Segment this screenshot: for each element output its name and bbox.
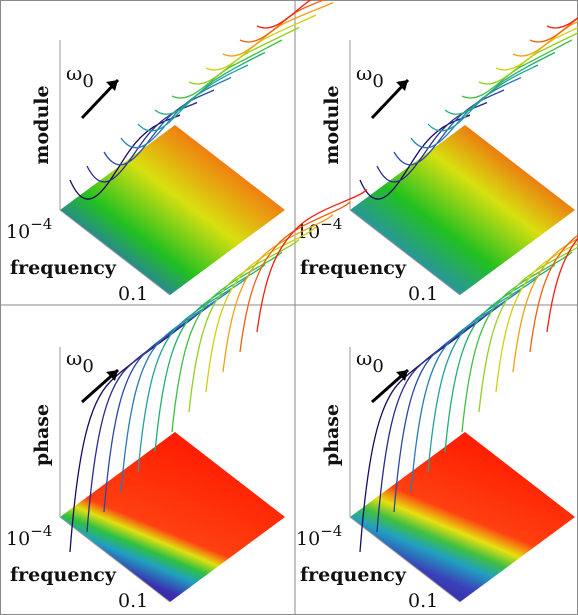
x-axis-label: frequency bbox=[300, 564, 407, 586]
tick-label-high: 0.1 bbox=[408, 590, 438, 612]
response-curve bbox=[205, 14, 317, 71]
x-axis-label: frequency bbox=[300, 257, 407, 279]
frequency-axis-line bbox=[349, 516, 461, 603]
y-axis-label: phase bbox=[321, 404, 343, 466]
surface-plot bbox=[60, 432, 285, 602]
response-curve bbox=[512, 20, 578, 57]
response-curve bbox=[171, 39, 283, 99]
frequency-axis-line bbox=[59, 516, 171, 603]
response-curve bbox=[512, 237, 578, 373]
response-curve bbox=[103, 301, 215, 513]
response-curve bbox=[393, 89, 505, 166]
response-curve bbox=[188, 239, 300, 413]
response-curve bbox=[154, 51, 266, 115]
tick-label-low: 10−4 bbox=[296, 522, 342, 550]
response-curve bbox=[222, 214, 334, 373]
response-curve bbox=[205, 226, 317, 393]
omega-arrowhead bbox=[396, 80, 408, 91]
response-curve bbox=[478, 32, 578, 85]
response-curve bbox=[359, 326, 471, 553]
response-curve bbox=[410, 289, 522, 493]
response-curve bbox=[444, 264, 556, 453]
surface-plot bbox=[60, 125, 285, 295]
response-curve bbox=[393, 301, 505, 513]
tick-label-high: 0.1 bbox=[408, 283, 438, 305]
response-curve bbox=[222, 1, 334, 57]
response-curve bbox=[256, 0, 312, 29]
frequency-axis-line bbox=[59, 209, 171, 296]
response-curve bbox=[461, 39, 573, 99]
y-axis-label: module bbox=[31, 85, 53, 164]
omega-arrowhead bbox=[106, 80, 118, 91]
response-curve bbox=[137, 276, 249, 473]
response-curve bbox=[495, 26, 578, 71]
omega-label: ω0 bbox=[356, 346, 384, 377]
tick-label-high: 0.1 bbox=[118, 590, 148, 612]
response-curve bbox=[256, 189, 368, 333]
response-curve bbox=[154, 264, 266, 453]
response-curve bbox=[427, 276, 539, 473]
response-curve bbox=[546, 16, 578, 29]
response-curve bbox=[376, 314, 488, 533]
response-curve bbox=[427, 64, 539, 132]
response-curve bbox=[529, 234, 578, 353]
tick-label-high: 0.1 bbox=[118, 283, 148, 305]
response-curve bbox=[103, 89, 215, 166]
response-curve bbox=[495, 242, 578, 393]
response-curve bbox=[239, 0, 326, 43]
omega-label: ω0 bbox=[66, 61, 94, 92]
omega-label: ω0 bbox=[356, 61, 384, 92]
tick-label-low: 10−4 bbox=[6, 522, 52, 550]
response-curve bbox=[69, 326, 181, 553]
tick-label-low: 10−4 bbox=[6, 215, 52, 243]
frequency-axis-line bbox=[349, 209, 461, 296]
response-curve bbox=[86, 314, 198, 533]
omega-label: ω0 bbox=[66, 346, 94, 377]
response-curve bbox=[546, 237, 578, 333]
response-curve bbox=[137, 64, 249, 132]
response-curve bbox=[529, 17, 578, 43]
response-curve bbox=[188, 26, 300, 85]
omega-arrowhead bbox=[106, 370, 118, 381]
surface-plot bbox=[350, 125, 575, 295]
y-axis-label: phase bbox=[31, 404, 53, 466]
y-axis-label: module bbox=[321, 85, 343, 164]
x-axis-label: frequency bbox=[10, 257, 117, 279]
x-axis-label: frequency bbox=[10, 564, 117, 586]
tick-label-low: 10−4 bbox=[296, 215, 342, 243]
omega-arrowhead bbox=[396, 370, 408, 381]
response-curve bbox=[120, 289, 232, 493]
response-curve bbox=[239, 201, 351, 353]
response-curve bbox=[444, 51, 556, 115]
surface-plot bbox=[350, 432, 575, 602]
response-curve bbox=[478, 246, 578, 413]
